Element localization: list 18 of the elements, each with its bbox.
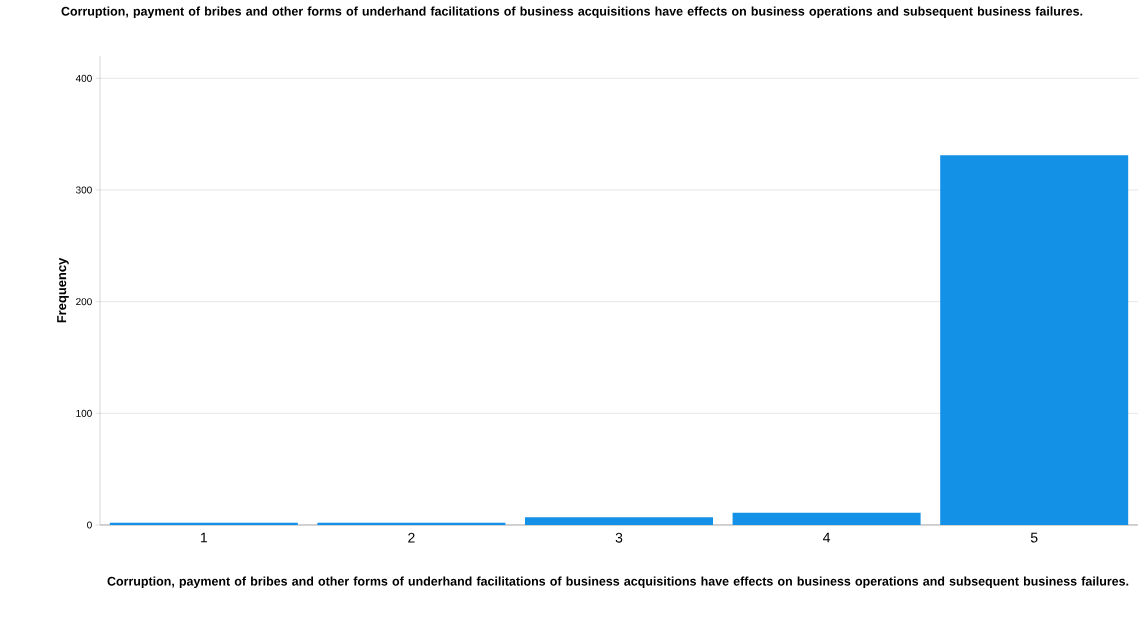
x-tick-label: 5 xyxy=(1030,532,1038,543)
bar xyxy=(732,512,921,525)
y-tick-label: 200 xyxy=(76,298,92,306)
chart-title: Corruption, payment of bribes and other forms of underhand facilitations of business acquisitions have effects on business operations and subsequent business failures. xyxy=(61,6,1083,19)
x-tick-label: 3 xyxy=(615,532,623,543)
bar xyxy=(940,155,1129,525)
y-axis-title: Frequency xyxy=(57,257,69,323)
y-tick-label: 300 xyxy=(75,186,92,194)
x-tick-label: 4 xyxy=(823,532,831,543)
y-tick-label: 100 xyxy=(76,409,92,417)
bar xyxy=(525,517,713,525)
x-axis-title: Corruption, payment of bribes and other forms of underhand facilitations of business acquisitions have effects on business operations and subsequent business failures. xyxy=(107,576,1129,589)
y-tick-label: 400 xyxy=(75,74,92,82)
y-tick-label: 0 xyxy=(87,521,92,529)
x-tick-label: 1 xyxy=(200,532,208,543)
bar xyxy=(109,522,298,525)
bar xyxy=(317,522,506,525)
x-tick-label: 2 xyxy=(408,532,415,543)
